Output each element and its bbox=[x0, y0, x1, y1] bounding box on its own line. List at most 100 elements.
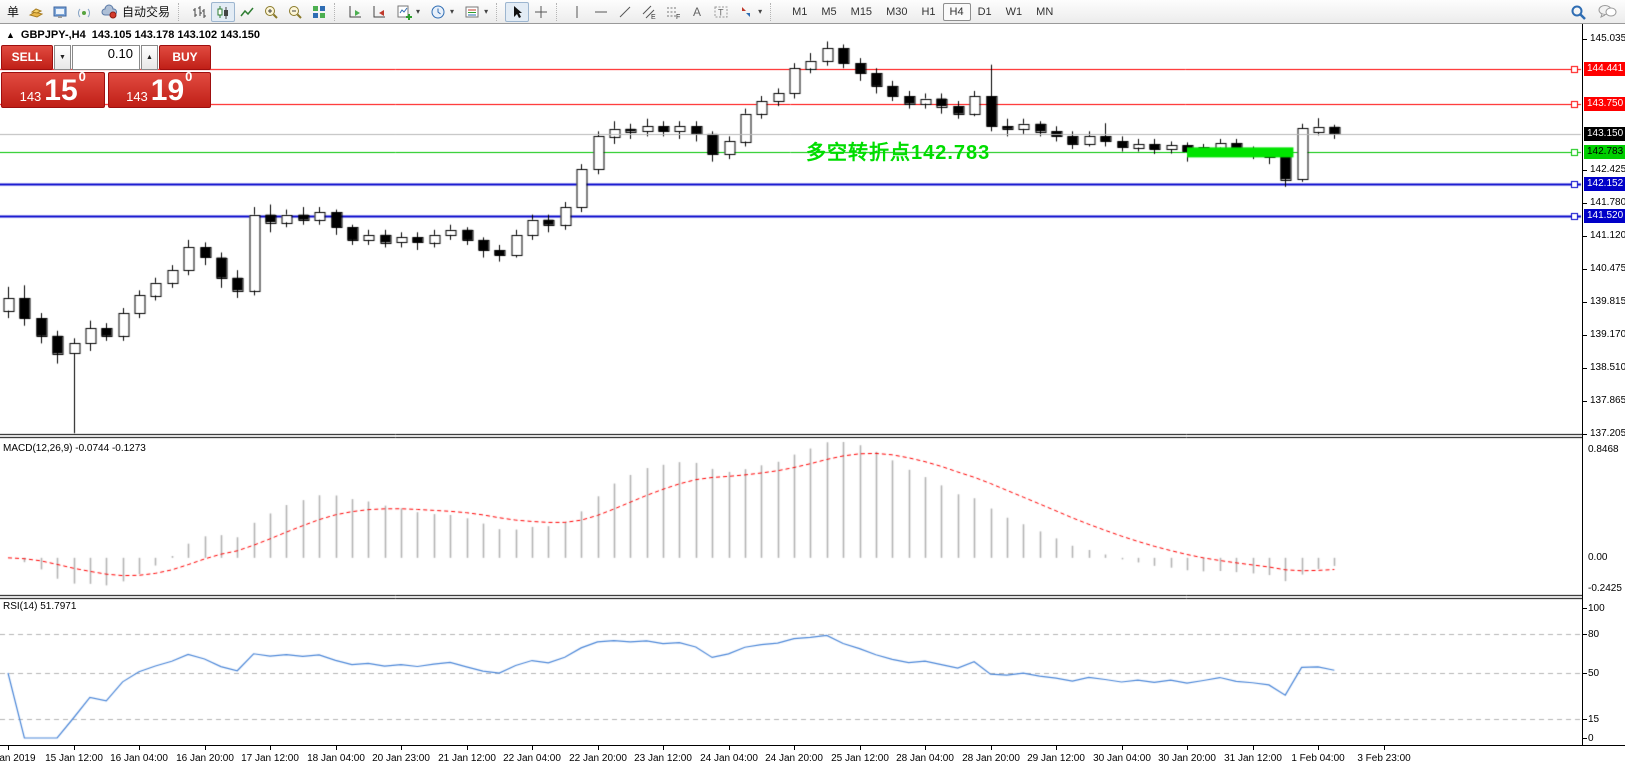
timeframe-M5[interactable]: M5 bbox=[821, 5, 837, 18]
timeframe-D1[interactable]: D1 bbox=[977, 5, 992, 18]
zoom-out-icon[interactable] bbox=[283, 2, 307, 22]
time-tick-label: 20 Jan 23:00 bbox=[372, 753, 430, 764]
rsi-tick-mark bbox=[1583, 608, 1587, 609]
fibonacci-icon[interactable]: F bbox=[661, 2, 685, 22]
line-chart-icon[interactable] bbox=[235, 2, 259, 22]
sell-button[interactable]: SELL bbox=[1, 45, 53, 70]
cursor-icon[interactable] bbox=[505, 1, 530, 22]
sell-price-display[interactable]: 143 15 0 bbox=[1, 69, 105, 108]
price-tick-label: 137.205 bbox=[1590, 428, 1625, 439]
time-tick-mark bbox=[139, 746, 140, 750]
horizontal-line-icon[interactable] bbox=[589, 2, 613, 22]
time-tick-mark bbox=[1384, 746, 1385, 750]
timeframe-M30[interactable]: M30 bbox=[886, 5, 908, 18]
timeframe-group: M1 M5 M15 M30 H1 H4 D1 W1 MN bbox=[785, 2, 1060, 21]
time-tick-label: 14 Jan 2019 bbox=[0, 753, 36, 764]
market-watch-icon[interactable] bbox=[24, 2, 48, 22]
lot-size-input[interactable]: 0.10 bbox=[72, 45, 140, 70]
time-tick-label: 24 Jan 20:00 bbox=[765, 753, 823, 764]
tile-windows-icon[interactable] bbox=[307, 2, 331, 22]
toolbar-separator bbox=[770, 2, 776, 21]
price-tick-mark bbox=[1583, 203, 1587, 204]
time-tick-mark bbox=[336, 746, 337, 750]
rsi-tick-mark bbox=[1583, 738, 1587, 739]
timeframe-M15[interactable]: M15 bbox=[850, 5, 873, 18]
time-tick-mark bbox=[1122, 746, 1123, 750]
time-tick-label: 18 Jan 04:00 bbox=[307, 753, 365, 764]
bar-chart-icon[interactable] bbox=[187, 2, 211, 22]
time-tick-mark bbox=[270, 746, 271, 750]
price-tick-mark bbox=[1583, 39, 1587, 40]
timeframe-M1[interactable]: M1 bbox=[792, 5, 808, 18]
lot-decrease-button[interactable]: ▼ bbox=[54, 45, 71, 70]
autotrading-label: 自动交易 bbox=[122, 5, 171, 19]
time-tick-mark bbox=[794, 746, 795, 750]
price-tick-mark bbox=[1583, 434, 1587, 435]
level-price-label: 143.750 bbox=[1584, 97, 1625, 111]
timeframe-W1[interactable]: W1 bbox=[1005, 5, 1023, 18]
templates-button[interactable]: ▾ bbox=[459, 2, 493, 22]
toolbar-separator bbox=[178, 2, 184, 21]
price-chart-canvas[interactable] bbox=[0, 24, 1582, 745]
autotrading-button[interactable]: 自动交易 bbox=[96, 2, 175, 22]
time-tick-label: 16 Jan 20:00 bbox=[176, 753, 234, 764]
collapse-panel-icon[interactable]: ▲ bbox=[6, 30, 15, 40]
time-tick-mark bbox=[532, 746, 533, 750]
price-tick-label: 137.865 bbox=[1590, 395, 1625, 406]
level-price-label: 141.520 bbox=[1584, 209, 1625, 223]
time-tick-label: 28 Jan 20:00 bbox=[962, 753, 1020, 764]
symbol-period-label: GBPJPY-,H4 bbox=[20, 29, 86, 41]
rsi-label: RSI(14) 51.7971 bbox=[3, 601, 77, 612]
level-price-label: 142.152 bbox=[1584, 177, 1625, 191]
chevron-down-icon: ▾ bbox=[758, 7, 763, 16]
zoom-in-icon[interactable] bbox=[259, 2, 283, 22]
time-tick-mark bbox=[663, 746, 664, 750]
chat-icon[interactable] bbox=[1597, 4, 1617, 20]
price-tick-label: 139.815 bbox=[1590, 296, 1625, 307]
timeframe-H4[interactable]: H4 bbox=[942, 2, 971, 21]
time-tick-mark bbox=[1187, 746, 1188, 750]
time-tick-mark bbox=[991, 746, 992, 750]
timeframe-H1[interactable]: H1 bbox=[921, 5, 936, 18]
price-axis[interactable]: 145.035 142.425 141.780 141.120 140.475 139.8… bbox=[1582, 24, 1625, 745]
time-tick-label: 16 Jan 04:00 bbox=[110, 753, 168, 764]
auto-scroll-icon[interactable] bbox=[343, 2, 367, 22]
periods-button[interactable]: ▾ bbox=[425, 2, 459, 22]
rsi-tick-mark bbox=[1583, 719, 1587, 720]
buy-button[interactable]: BUY bbox=[159, 45, 211, 70]
toolbar: 单 自动交易 ▾ ▾ ▾ E F A T ▾ M1 M5 M15 M30 H1 H bbox=[0, 0, 1625, 24]
time-tick-mark bbox=[74, 746, 75, 750]
candlestick-chart-icon[interactable] bbox=[211, 1, 236, 22]
signals-icon[interactable] bbox=[72, 2, 96, 22]
equidistant-channel-icon[interactable]: E bbox=[637, 2, 661, 22]
macd-label: MACD(12,26,9) -0.0744 -0.1273 bbox=[3, 443, 146, 454]
crosshair-icon[interactable] bbox=[529, 2, 553, 22]
time-tick-mark bbox=[401, 746, 402, 750]
arrows-button[interactable]: ▾ bbox=[733, 2, 767, 22]
trendline-icon[interactable] bbox=[613, 2, 637, 22]
time-tick-label: 21 Jan 12:00 bbox=[438, 753, 496, 764]
new-chart-button[interactable]: ▾ bbox=[391, 2, 425, 22]
time-tick-mark bbox=[467, 746, 468, 750]
time-axis[interactable]: 14 Jan 2019 15 Jan 12:00 16 Jan 04:00 16 Ja… bbox=[0, 745, 1625, 769]
vertical-line-icon[interactable] bbox=[565, 2, 589, 22]
search-icon[interactable] bbox=[1570, 4, 1587, 21]
price-tick-mark bbox=[1583, 335, 1587, 336]
level-price-label: 142.783 bbox=[1584, 145, 1625, 159]
buy-price-display[interactable]: 143 19 0 bbox=[107, 69, 211, 108]
new-order-button[interactable]: 单 bbox=[2, 2, 24, 22]
text-icon[interactable]: A bbox=[685, 2, 709, 22]
time-tick-label: 30 Jan 20:00 bbox=[1158, 753, 1216, 764]
terminal-icon[interactable] bbox=[48, 2, 72, 22]
text-label-icon[interactable]: T bbox=[709, 2, 733, 22]
macd-axis-label: -0.2425 bbox=[1588, 583, 1622, 594]
chevron-down-icon: ▾ bbox=[450, 7, 455, 16]
chart-shift-icon[interactable] bbox=[367, 2, 391, 22]
rsi-tick-mark bbox=[1583, 634, 1587, 635]
lot-increase-button[interactable]: ▲ bbox=[141, 45, 158, 70]
macd-axis-label: 0.00 bbox=[1588, 552, 1608, 563]
rsi-value: 51.7971 bbox=[40, 601, 77, 612]
toolbar-separator bbox=[556, 2, 562, 21]
timeframe-MN[interactable]: MN bbox=[1036, 5, 1054, 18]
